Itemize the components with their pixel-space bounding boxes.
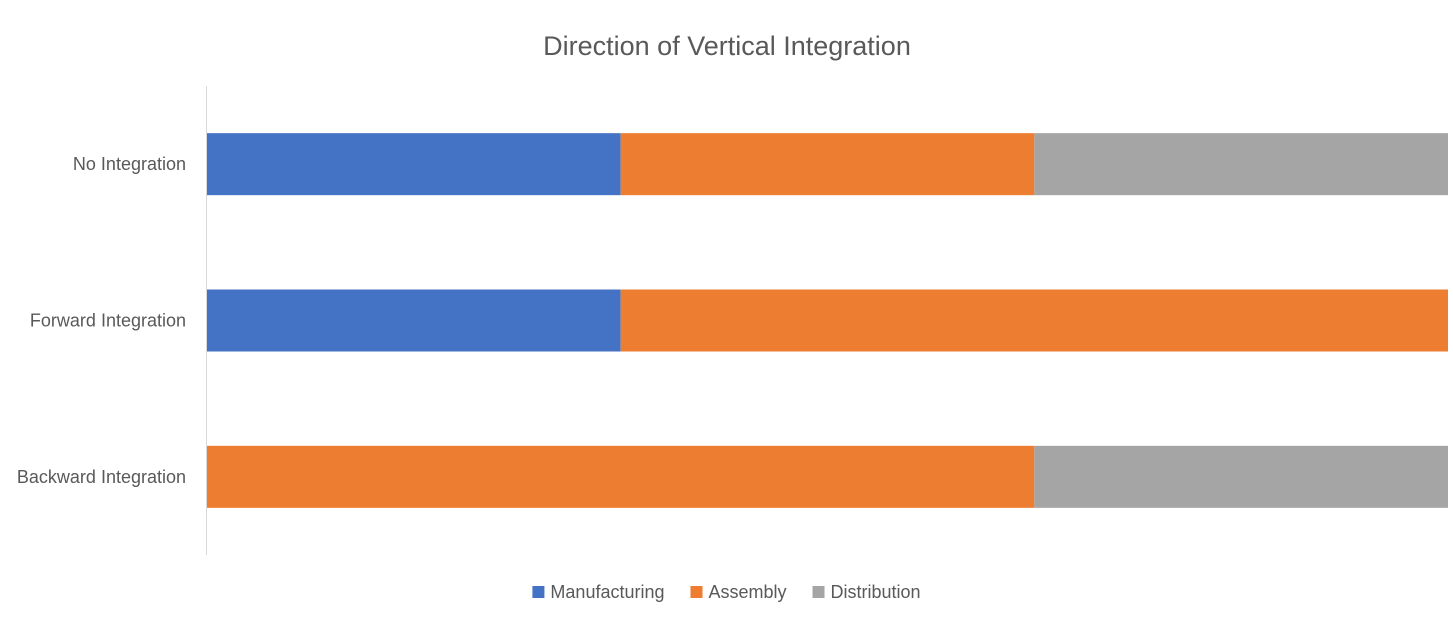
legend-swatch-manufacturing: [532, 586, 545, 598]
legend: Manufacturing Assembly Distribution: [532, 582, 921, 602]
bar-forward-integration-assembly: [620, 289, 1448, 352]
bar-backward-integration-distribution: [1034, 445, 1448, 508]
category-label-no-integration: No Integration: [73, 154, 186, 174]
legend-item-assembly: Assembly: [690, 582, 787, 602]
bar-no-integration-manufacturing: [207, 133, 621, 196]
legend-label-assembly: Assembly: [709, 582, 787, 602]
bar-no-integration-distribution: [1034, 133, 1448, 196]
bar-forward-integration-manufacturing: [207, 289, 621, 352]
legend-swatch-distribution: [812, 586, 825, 598]
legend-swatch-assembly: [690, 586, 703, 598]
bar-backward-integration-assembly: [207, 445, 1035, 508]
legend-item-distribution: Distribution: [812, 582, 921, 602]
legend-label-distribution: Distribution: [831, 582, 921, 602]
legend-label-manufacturing: Manufacturing: [550, 582, 664, 602]
bars-layer: [207, 133, 1448, 508]
category-label-backward-integration: Backward Integration: [17, 467, 186, 487]
legend-item-manufacturing: Manufacturing: [532, 582, 665, 602]
category-labels: No Integration Forward Integration Backwar…: [17, 154, 186, 487]
chart-title: Direction of Vertical Integration: [543, 31, 911, 61]
category-label-forward-integration: Forward Integration: [30, 311, 186, 331]
bar-no-integration-assembly: [620, 133, 1035, 196]
